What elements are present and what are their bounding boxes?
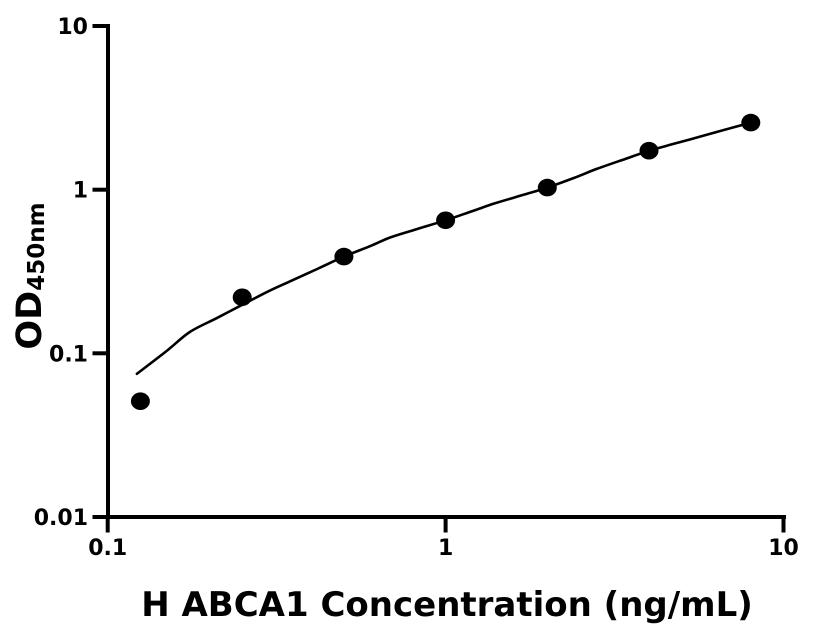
y-tick-label: 0.01 <box>34 506 88 531</box>
data-point <box>741 113 761 132</box>
y-tick-label: 0.1 <box>49 342 88 367</box>
data-point <box>334 247 354 266</box>
fit-curve-line <box>135 121 753 376</box>
data-point <box>130 392 150 411</box>
y-tick-label: 10 <box>57 15 88 40</box>
y-axis-title-subscript: 450nm <box>24 202 50 290</box>
x-axis-title: H ABCA1 Concentration (ng/mL) <box>141 585 753 625</box>
data-point <box>232 288 252 307</box>
y-axis-title: OD450nm <box>10 202 50 349</box>
x-tick-label: 0.1 <box>88 536 127 561</box>
x-tick-label: 10 <box>768 536 799 561</box>
y-tick-label: 1 <box>73 179 88 204</box>
x-tick-label: 1 <box>438 536 453 561</box>
data-point <box>639 141 659 160</box>
data-point <box>436 211 456 230</box>
data-point <box>537 178 557 197</box>
